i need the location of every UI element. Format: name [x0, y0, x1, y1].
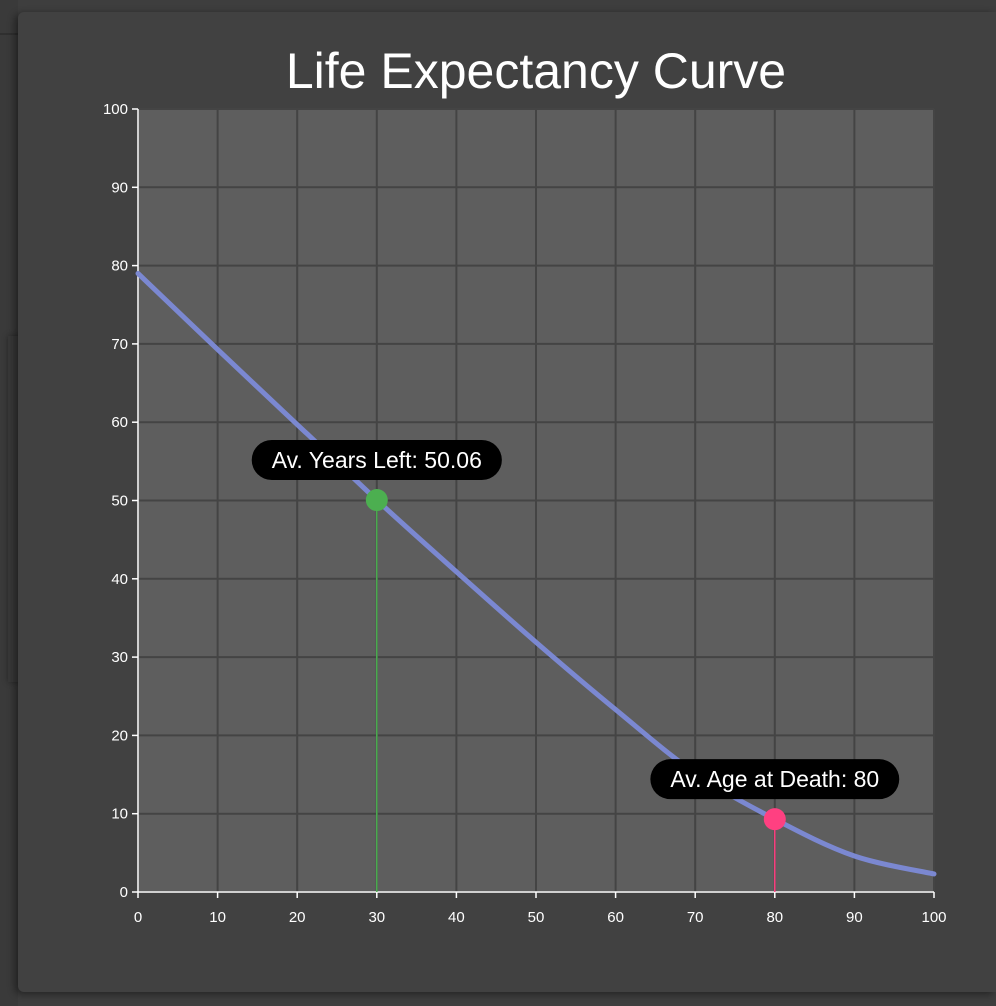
- x-tick-label: 70: [687, 909, 704, 926]
- annotation-point: [365, 489, 388, 512]
- axes: 0 10 20 30 40 50 60 70 80 90 100 0 10 20 30 40 50 60 70 80 9…: [103, 101, 947, 926]
- x-tick-label: 60: [607, 909, 624, 926]
- annotation-callout: Av. Years Left: 50.06: [251, 440, 502, 481]
- annotations: Av. Years Left: 50.06 Av. Age at Death: 8…: [251, 440, 900, 892]
- x-tick-label: 40: [448, 909, 465, 926]
- y-tick-label: 0: [120, 884, 128, 901]
- y-tick-label: 30: [111, 649, 128, 666]
- x-tick-label: 30: [368, 909, 385, 926]
- x-tick-label: 20: [289, 909, 306, 926]
- annotation-callout: Av. Age at Death: 80: [650, 759, 900, 800]
- callout-label: Av. Years Left: 50.06: [272, 447, 482, 473]
- y-tick-label: 90: [111, 179, 128, 196]
- x-tick-label: 10: [209, 909, 226, 926]
- background-divider: [0, 33, 18, 35]
- y-tick-label: 100: [103, 101, 128, 118]
- x-tick-label: 50: [528, 909, 545, 926]
- y-tick-label: 60: [111, 414, 128, 431]
- callout-box: [650, 759, 900, 800]
- y-tick-label: 10: [111, 806, 128, 823]
- annotation-point: [763, 808, 786, 831]
- chart-title: Life Expectancy Curve: [286, 43, 786, 99]
- y-tick-label: 20: [111, 727, 128, 744]
- callout-label: Av. Age at Death: 80: [670, 766, 879, 792]
- x-tick-label: 0: [134, 909, 142, 926]
- y-tick-label: 80: [111, 258, 128, 275]
- x-tick-label: 100: [921, 909, 946, 926]
- y-tick-label: 50: [111, 493, 128, 510]
- x-tick-label: 80: [766, 909, 783, 926]
- y-tick-label: 40: [111, 571, 128, 588]
- y-tick-label: 70: [111, 336, 128, 353]
- x-tick-label: 90: [846, 909, 863, 926]
- callout-box: [251, 440, 502, 481]
